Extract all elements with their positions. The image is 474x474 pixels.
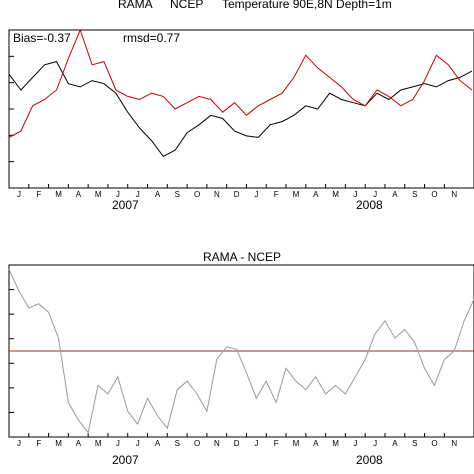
bottom-title: RAMA - NCEP (203, 250, 281, 264)
top-plot-frame (8, 29, 474, 189)
bottom-y-ticks (9, 289, 14, 413)
top-month-label: M (55, 190, 62, 199)
bot-month-label: O (194, 439, 200, 448)
bottom-x-ticks (8, 433, 445, 437)
bot-month-label: J (116, 439, 120, 448)
top-month-label: S (175, 190, 180, 199)
bottom-year-label-2007: 2007 (112, 453, 139, 467)
top-month-label: J (136, 190, 140, 199)
bot-month-label: F (274, 439, 279, 448)
top-month-label: A (313, 190, 319, 199)
top-year-label-2007: 2007 (112, 198, 139, 212)
rama-series-line (8, 61, 473, 158)
top-y-ticks (9, 55, 14, 163)
bot-month-label: A (392, 439, 398, 448)
bot-month-label: D (234, 439, 240, 448)
top-month-label: A (392, 190, 398, 199)
top-month-label: A (76, 190, 82, 199)
rmsd-annotation: rmsd=0.77 (123, 31, 180, 45)
top-month-label: M (95, 190, 102, 199)
top-month-label: J (116, 190, 120, 199)
top-title-rama: RAMA (118, 0, 153, 11)
top-series-lines (8, 28, 473, 158)
bot-month-label: S (412, 439, 417, 448)
top-month-label: F (36, 190, 41, 199)
bot-month-label: M (95, 439, 102, 448)
top-year-label-2008: 2008 (356, 198, 383, 212)
bot-month-label: F (36, 439, 41, 448)
bot-month-label: J (373, 439, 377, 448)
bot-month-label: N (214, 439, 220, 448)
top-title-ncep: NCEP (170, 0, 203, 11)
bot-month-label: O (431, 439, 437, 448)
bot-month-label: M (55, 439, 62, 448)
top-month-label: J (254, 190, 258, 199)
top-month-label: O (194, 190, 200, 199)
top-month-label: J (373, 190, 377, 199)
bot-month-label: A (155, 439, 161, 448)
top-month-label: N (214, 190, 220, 199)
top-month-label: J (353, 190, 357, 199)
top-month-label: M (293, 190, 300, 199)
bot-month-label: M (332, 439, 339, 448)
bot-month-label: J (353, 439, 357, 448)
difference-series-line (8, 269, 474, 434)
top-month-label: F (274, 190, 279, 199)
top-x-ticks (8, 184, 445, 188)
top-month-label: J (17, 190, 21, 199)
bot-month-label: S (175, 439, 180, 448)
bot-month-label: N (451, 439, 457, 448)
bot-month-label: J (254, 439, 258, 448)
bot-month-label: A (313, 439, 319, 448)
top-month-label: N (451, 190, 457, 199)
top-month-label: O (431, 190, 437, 199)
bot-month-label: J (17, 439, 21, 448)
bot-month-label: J (136, 439, 140, 448)
top-month-label: S (412, 190, 417, 199)
bottom-year-label-2008: 2008 (356, 453, 383, 467)
bot-month-label: M (293, 439, 300, 448)
bias-annotation: Bias=-0.37 (13, 31, 71, 45)
top-month-label: D (234, 190, 240, 199)
top-title-rest: Temperature 90E,8N Depth=1m (222, 0, 392, 11)
top-month-label: M (332, 190, 339, 199)
bot-month-label: A (76, 439, 82, 448)
bottom-series-lines (8, 269, 474, 434)
ncep-series-line (8, 28, 473, 138)
top-month-label: A (155, 190, 161, 199)
